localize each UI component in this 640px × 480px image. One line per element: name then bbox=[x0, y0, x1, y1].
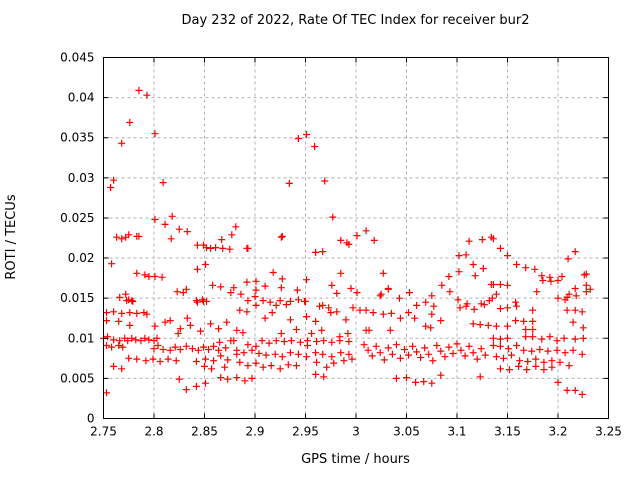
y-tick-label: 0.04 bbox=[68, 91, 95, 105]
x-tick-label: 3.1 bbox=[447, 425, 466, 439]
x-tick-label: 2.95 bbox=[292, 425, 319, 439]
x-tick-label: 2.8 bbox=[144, 425, 163, 439]
x-tick-label: 3 bbox=[352, 425, 360, 439]
chart-title: Day 232 of 2022, Rate Of TEC Index for r… bbox=[181, 13, 530, 28]
y-tick-label: 0.02 bbox=[68, 251, 95, 265]
tick-marks bbox=[103, 57, 609, 419]
y-tick-label: 0.025 bbox=[60, 211, 94, 225]
x-tick-label: 2.85 bbox=[191, 425, 218, 439]
y-tick-label: 0.005 bbox=[60, 371, 94, 385]
scatter-points-roti bbox=[100, 86, 594, 398]
y-tick-label: 0 bbox=[87, 412, 95, 426]
y-tick-label: 0.015 bbox=[60, 291, 94, 305]
y-tick-label: 0.045 bbox=[60, 51, 94, 65]
x-tick-label: 2.9 bbox=[245, 425, 264, 439]
x-tick-label: 3.25 bbox=[595, 425, 622, 439]
x-tick-label: 3.05 bbox=[393, 425, 420, 439]
x-tick-label: 3.15 bbox=[494, 425, 521, 439]
y-tick-label: 0.01 bbox=[68, 331, 95, 345]
x-tick-label: 3.2 bbox=[548, 425, 567, 439]
x-axis-label: GPS time / hours bbox=[301, 452, 410, 467]
y-tick-label: 0.035 bbox=[60, 131, 94, 145]
x-tick-label: 2.75 bbox=[90, 425, 117, 439]
y-tick-label: 0.03 bbox=[68, 171, 95, 185]
